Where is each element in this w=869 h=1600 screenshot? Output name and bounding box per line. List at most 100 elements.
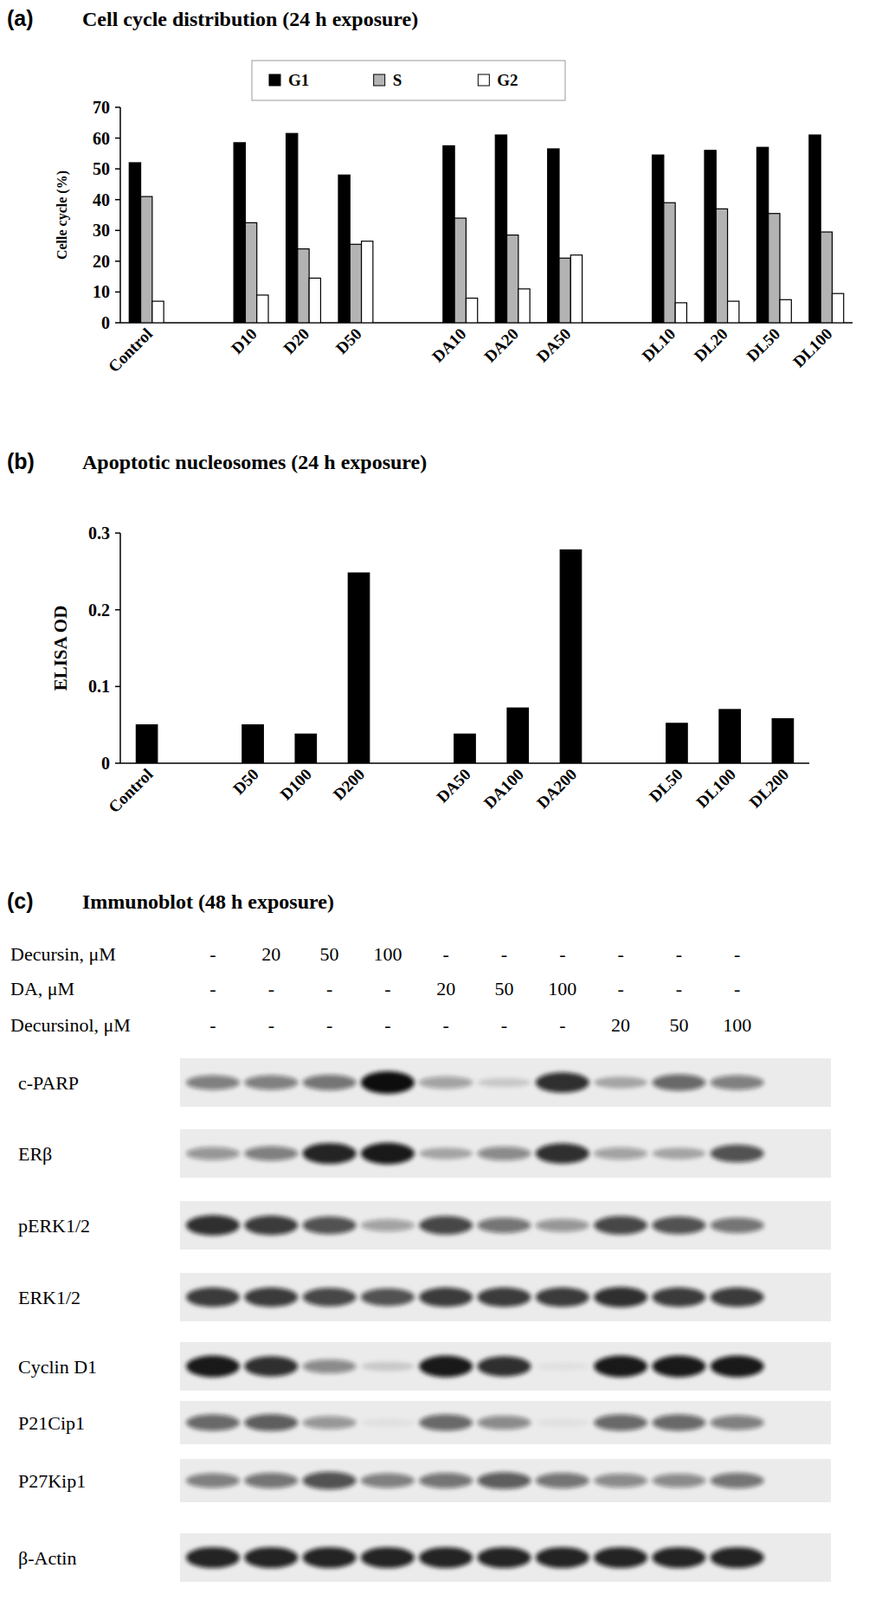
lane-label: 50 [669, 1014, 689, 1037]
lane-label: - [559, 943, 566, 966]
x-tick-label: D10 [227, 324, 261, 358]
band [535, 1419, 590, 1428]
protein-label: ERβ [18, 1143, 52, 1166]
treatment-label: Decursinol, μM [10, 1014, 131, 1037]
band [651, 1216, 706, 1236]
band [244, 1287, 298, 1307]
band [186, 1547, 240, 1569]
y-tick [115, 291, 121, 294]
blot-strip [180, 1459, 831, 1503]
band [477, 1547, 532, 1569]
y-tick-label: 60 [92, 128, 110, 149]
chart-title: Apoptotic nucleosomes (24 h exposure) [82, 450, 427, 474]
band [535, 1547, 590, 1569]
band [360, 1288, 415, 1307]
band [302, 1287, 357, 1307]
y-tick-label: 0.2 [88, 600, 110, 620]
bars [135, 550, 793, 764]
protein-label: c-PARP [18, 1072, 79, 1095]
x-tick-label: DA10 [428, 324, 470, 367]
y-tick [115, 106, 121, 109]
x-tick-label: D200 [329, 765, 369, 805]
x-tick-label: DL50 [645, 765, 687, 806]
x-tick-label: D100 [276, 765, 316, 805]
lane-label: - [675, 978, 683, 1000]
bar [454, 733, 476, 764]
y-tick-label: 40 [92, 190, 110, 210]
band [535, 1143, 590, 1164]
lane-label: 50 [495, 978, 515, 1000]
band [244, 1075, 298, 1091]
blot-title: Immunoblot (48 h exposure) [82, 890, 335, 914]
lane-label: - [209, 943, 216, 966]
lane-label: - [617, 943, 624, 966]
band [477, 1472, 532, 1490]
band [186, 1474, 240, 1489]
y-tick-label: 0 [101, 313, 110, 333]
lane-label: - [209, 978, 216, 1000]
bar [141, 196, 153, 323]
blot-strip [180, 1533, 831, 1583]
band [535, 1072, 590, 1093]
band [418, 1147, 473, 1159]
band [651, 1074, 706, 1092]
y-tick [115, 167, 121, 170]
y-tick-label: 10 [92, 282, 110, 302]
band [651, 1415, 706, 1432]
x-tick-label: DA200 [533, 765, 580, 812]
y-tick [115, 686, 121, 689]
lane-label: - [617, 978, 624, 1000]
lane-label: - [501, 1014, 508, 1037]
band [651, 1147, 706, 1159]
blot-strip [180, 1129, 831, 1178]
band [186, 1355, 240, 1378]
bar [507, 708, 528, 764]
y-tick-label: 30 [92, 220, 110, 240]
bar [756, 147, 768, 323]
x-tick-label: DL20 [690, 324, 732, 366]
legend-box [251, 60, 566, 101]
y-axis-label: Celle cycle (%) [54, 170, 71, 260]
band [477, 1146, 532, 1161]
band [302, 1074, 357, 1091]
lane-label: 20 [261, 943, 281, 966]
band [302, 1416, 357, 1430]
lane-label: - [384, 1014, 391, 1037]
band [302, 1359, 357, 1374]
x-tick-label: DA100 [480, 765, 528, 812]
bar [809, 135, 821, 323]
band [593, 1147, 648, 1160]
lane-label: - [675, 943, 683, 966]
bar [831, 293, 844, 323]
lane-label: - [268, 1014, 275, 1037]
bar [663, 202, 676, 323]
band [710, 1287, 765, 1307]
lane-label: - [443, 943, 450, 966]
bar [560, 550, 581, 764]
y-axis-label: ELISA OD [50, 605, 71, 692]
y-tick-label: 50 [92, 159, 110, 179]
blot-strip [180, 1058, 831, 1108]
lane-label: 100 [722, 1014, 752, 1037]
protein-label: P21Cip1 [18, 1412, 85, 1435]
band [244, 1356, 298, 1377]
blot-strip [180, 1201, 831, 1250]
bar [666, 723, 688, 764]
lane-label: 100 [373, 943, 402, 966]
treatment-label: DA, μM [10, 978, 75, 1000]
band [535, 1473, 590, 1489]
y-tick [115, 609, 121, 612]
figure: (a)Cell cycle distribution (24 h exposur… [0, 0, 869, 1600]
y-axis [119, 107, 122, 323]
band [477, 1287, 532, 1307]
band [186, 1287, 240, 1307]
bar [233, 142, 245, 323]
bar [361, 241, 374, 323]
y-tick-label: 0 [101, 753, 110, 773]
y-tick [115, 230, 121, 232]
protein-label: Cyclin D1 [18, 1356, 97, 1378]
bar [454, 218, 466, 323]
x-tick-label: DL10 [637, 324, 679, 366]
band [302, 1216, 357, 1236]
legend-label: S [392, 70, 403, 90]
